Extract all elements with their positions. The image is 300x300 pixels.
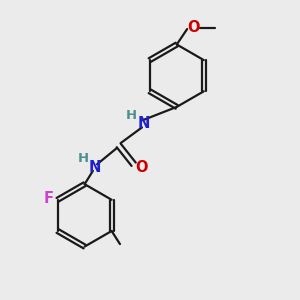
Text: F: F <box>44 190 54 206</box>
Text: N: N <box>88 160 100 175</box>
Text: N: N <box>138 116 150 131</box>
Text: O: O <box>135 160 147 175</box>
Text: H: H <box>126 109 137 122</box>
Text: H: H <box>78 152 89 165</box>
Text: O: O <box>188 20 200 35</box>
